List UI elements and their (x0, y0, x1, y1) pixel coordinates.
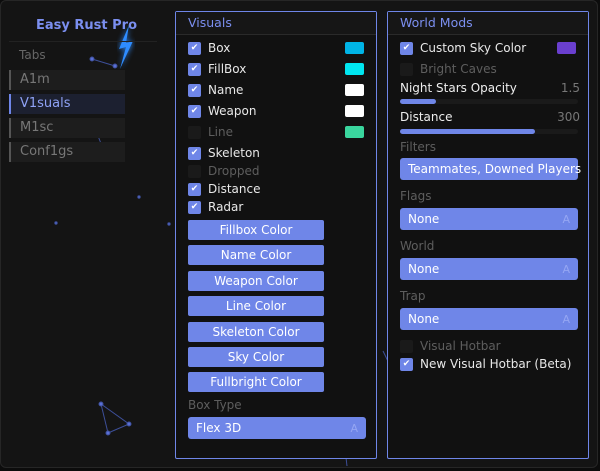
dropdown-arrow-icon: A (562, 213, 570, 226)
checkbox-label: Box (208, 41, 231, 55)
checkbox[interactable]: ✔ (188, 125, 201, 139)
world-mods-panel: World Mods ✔ Custom Sky Color ✔ Bright Cav… (387, 11, 589, 459)
dropdown-value: Flex 3D (196, 421, 242, 435)
toggle-skeleton[interactable]: ✔ Skeleton (188, 145, 260, 161)
flags-label: Flags (400, 189, 432, 203)
distance-label: Distance (400, 110, 453, 124)
name-color-button[interactable]: Name Color (188, 245, 324, 266)
dropdown-arrow-icon: A (562, 313, 570, 326)
checkbox[interactable]: ✔ (400, 41, 413, 55)
toggle-fillbox[interactable]: ✔ FillBox (188, 61, 246, 77)
checkbox-label: Dropped (208, 164, 260, 178)
weapon-color-button[interactable]: Weapon Color (188, 270, 324, 291)
sky-color-button[interactable]: Sky Color (188, 347, 324, 367)
color-swatch[interactable] (345, 63, 364, 75)
checkbox-label: Name (208, 83, 244, 97)
world-label: World (400, 239, 435, 253)
night-stars-slider[interactable] (400, 99, 578, 104)
checkbox-label: Radar (208, 200, 244, 214)
lightning-icon (119, 25, 133, 69)
bright-caves-checkbox[interactable]: ✔ Bright Caves (400, 61, 497, 77)
checkbox[interactable]: ✔ (188, 164, 201, 178)
divider (9, 41, 157, 42)
checkbox-label: Line (208, 125, 234, 139)
slider-fill (400, 99, 436, 104)
flags-dropdown[interactable]: None A (400, 208, 578, 230)
toggle-weapon[interactable]: ✔ Weapon (188, 103, 256, 119)
toggle-distance[interactable]: ✔ Distance (188, 181, 260, 197)
dropdown-value: None (408, 262, 440, 276)
fillbox-color-button[interactable]: Fillbox Color (188, 220, 324, 240)
sky-color-swatch[interactable] (557, 42, 576, 54)
night-stars-label: Night Stars Opacity (400, 81, 517, 95)
checkbox-label: New Visual Hotbar (Beta) (420, 357, 572, 371)
toggle-dropped[interactable]: ✔ Dropped (188, 163, 260, 179)
checkbox[interactable]: ✔ (188, 41, 201, 55)
custom-sky-color-checkbox[interactable]: ✔ Custom Sky Color (400, 40, 526, 56)
checkbox-label: Visual Hotbar (420, 339, 501, 353)
slider-fill (400, 129, 536, 134)
new-visual-hotbar-checkbox[interactable]: ✔ New Visual Hotbar (Beta) (400, 356, 571, 372)
trap-dropdown[interactable]: None A (400, 308, 578, 330)
toggle-box[interactable]: ✔ Box (188, 40, 230, 56)
skeleton-color-button[interactable]: Skeleton Color (188, 321, 324, 342)
fullbright-color-button[interactable]: Fullbright Color (188, 372, 324, 393)
visuals-panel: Visuals ✔ Box ✔ FillBox ✔ Name ✔ Weapon ✔ Line ✔ Sk… (175, 11, 377, 459)
dropdown-arrow-icon: A (562, 263, 570, 276)
tab-aim[interactable]: A1m (9, 70, 125, 90)
checkbox[interactable]: ✔ (400, 62, 413, 76)
world-dropdown[interactable]: None A (400, 258, 578, 280)
color-swatch[interactable] (345, 84, 364, 96)
checkbox-label: Bright Caves (420, 62, 497, 76)
visuals-title: Visuals (176, 12, 376, 35)
toggle-radar[interactable]: ✔ Radar (188, 199, 243, 215)
box-type-label: Box Type (188, 398, 242, 412)
checkbox[interactable]: ✔ (188, 182, 201, 196)
checkbox[interactable]: ✔ (188, 83, 201, 97)
filters-dropdown[interactable]: Teammates, Downed Players (400, 158, 582, 180)
night-stars-value: 1.5 (560, 81, 580, 95)
checkbox-label: Weapon (208, 104, 257, 118)
filters-label: Filters (400, 140, 436, 154)
checkbox[interactable]: ✔ (188, 146, 201, 160)
distance-value: 300 (557, 110, 580, 124)
dropdown-value: Teammates, Downed Players (408, 162, 582, 176)
tabs-label: Tabs (19, 48, 46, 62)
dropdown-arrow-icon: A (350, 422, 358, 435)
distance-slider[interactable] (400, 129, 578, 134)
box-type-dropdown[interactable]: Flex 3D A (188, 417, 366, 439)
color-swatch[interactable] (345, 42, 364, 54)
color-swatch[interactable] (345, 105, 364, 117)
toggle-name[interactable]: ✔ Name (188, 82, 243, 98)
checkbox-label: FillBox (208, 62, 247, 76)
app-title: Easy Rust Pro (36, 18, 138, 33)
checkbox[interactable]: ✔ (400, 357, 413, 371)
checkbox[interactable]: ✔ (188, 104, 201, 118)
tab-configs[interactable]: Conf1gs (9, 142, 125, 162)
checkbox-label: Custom Sky Color (420, 41, 527, 55)
dropdown-value: None (408, 312, 440, 326)
dropdown-value: None (408, 212, 440, 226)
checkbox[interactable]: ✔ (188, 62, 201, 76)
checkbox[interactable]: ✔ (188, 200, 201, 214)
tab-visuals[interactable]: V1suals (9, 94, 125, 114)
checkbox[interactable]: ✔ (400, 339, 413, 353)
toggle-line[interactable]: ✔ Line (188, 124, 233, 140)
color-swatch[interactable] (345, 126, 364, 138)
checkbox-label: Skeleton (208, 146, 260, 160)
visual-hotbar-checkbox[interactable]: ✔ Visual Hotbar (400, 338, 501, 354)
world-mods-title: World Mods (388, 12, 588, 35)
trap-label: Trap (400, 289, 426, 303)
line-color-button[interactable]: Line Color (188, 296, 324, 317)
checkbox-label: Distance (208, 182, 261, 196)
tab-misc[interactable]: M1sc (9, 118, 125, 138)
